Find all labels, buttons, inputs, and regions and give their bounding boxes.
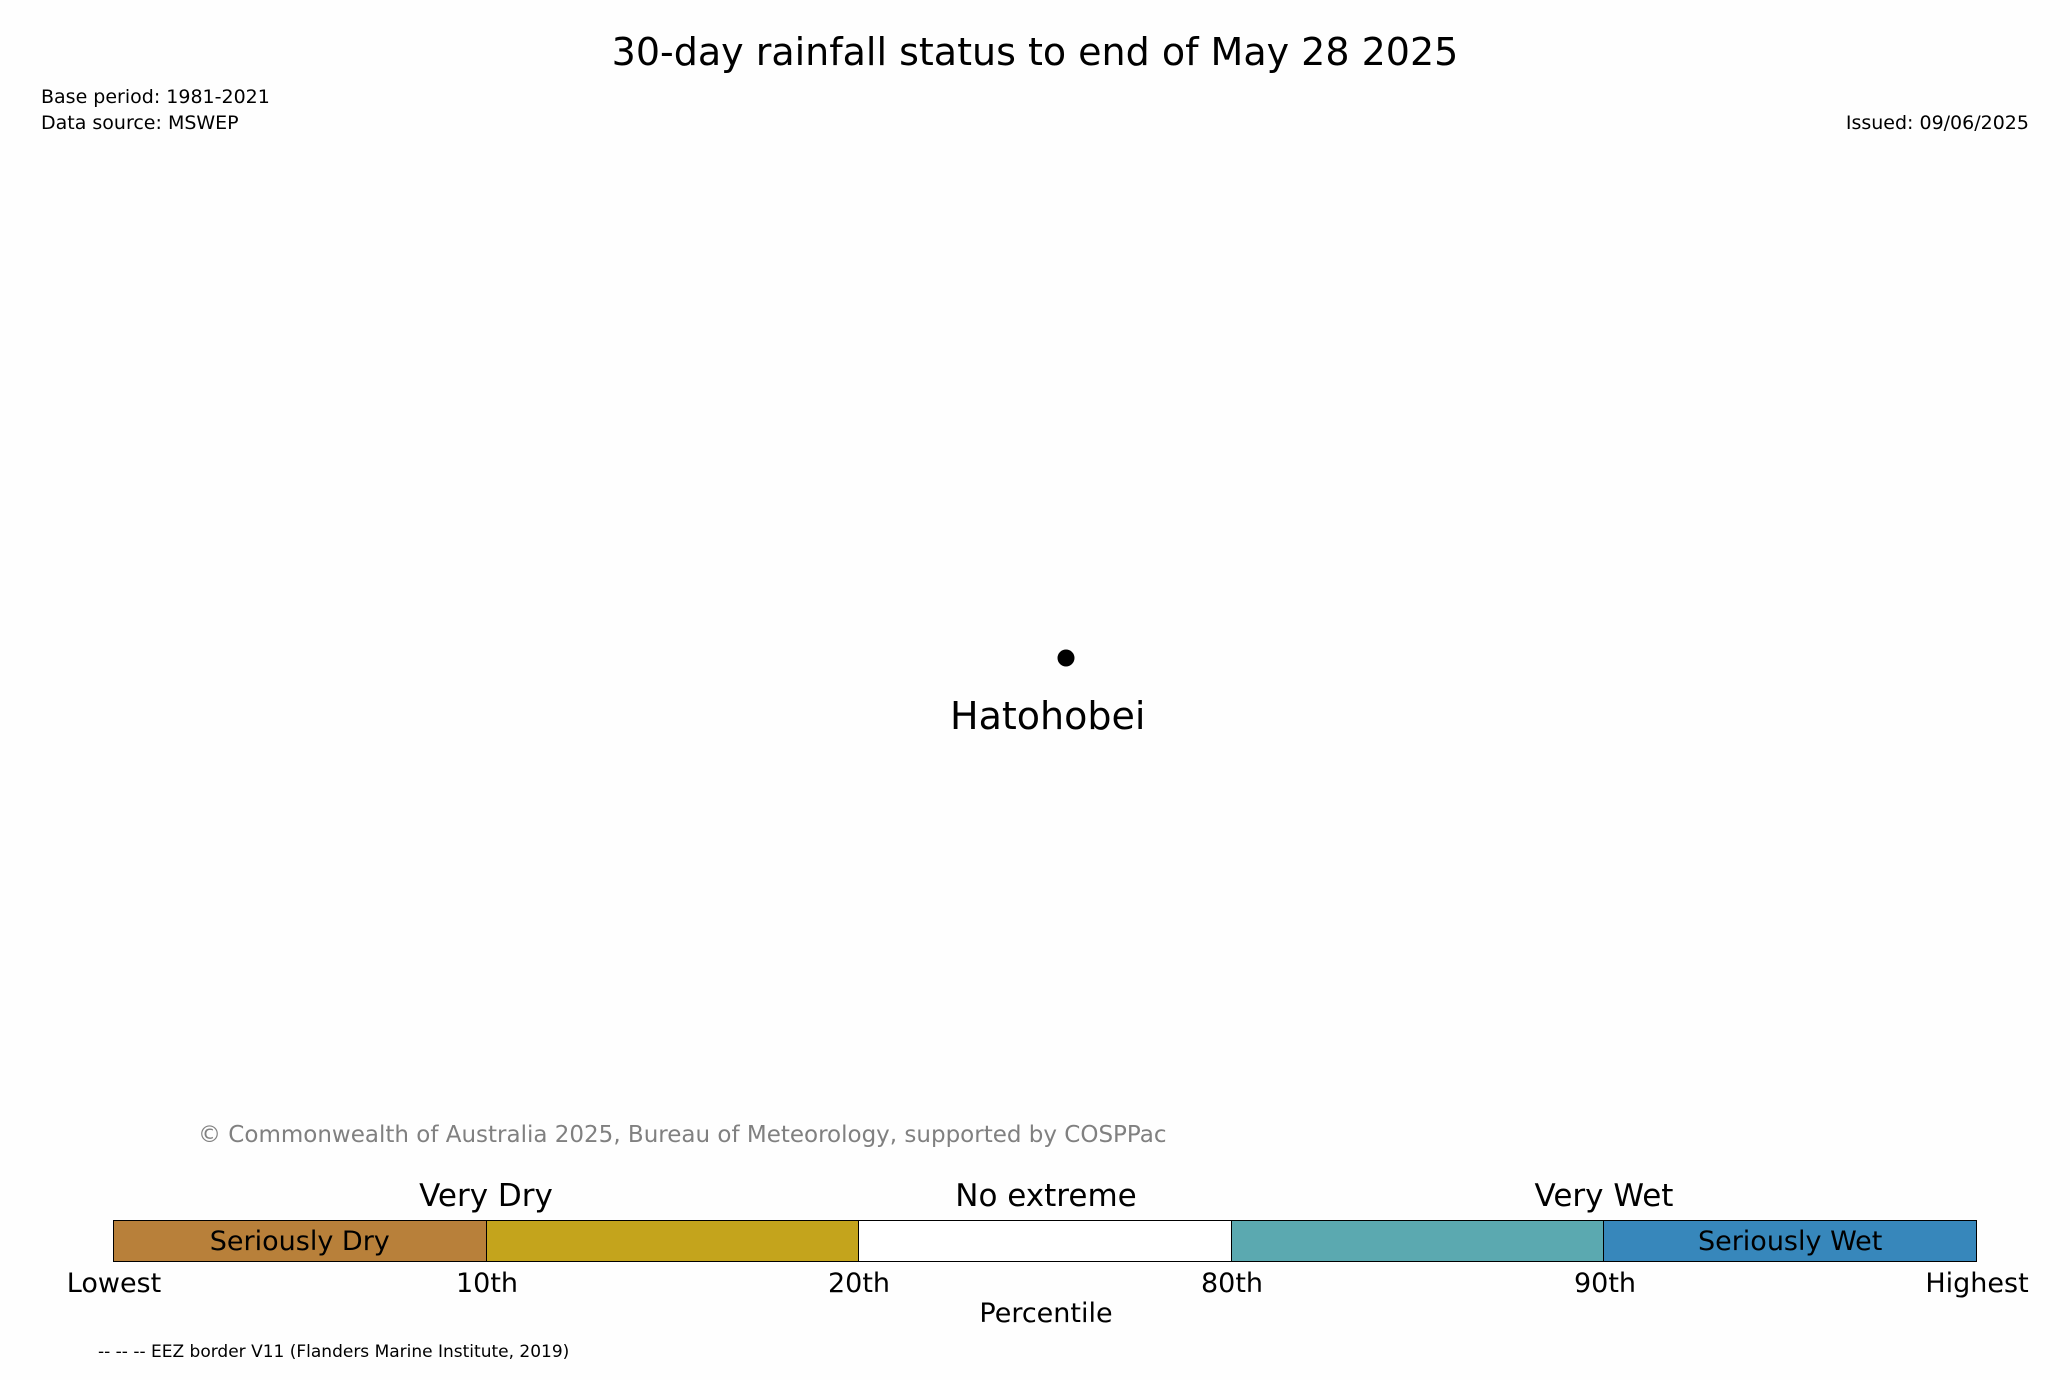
map-area: [1057, 649, 1075, 667]
issued-date-text: Issued: 09/06/2025: [1845, 112, 2029, 134]
legend-segment-seriously-wet: Seriously Wet: [1603, 1221, 1976, 1261]
map-title: 30-day rainfall status to end of May 28 …: [611, 30, 1459, 74]
base-period-text: Base period: 1981-2021: [41, 86, 270, 108]
copyright-text: © Commonwealth of Australia 2025, Bureau…: [198, 1122, 1167, 1148]
legend-segment-no-extreme: [858, 1221, 1231, 1261]
place-label-hatohobei: Hatohobei: [950, 694, 1146, 738]
legend-group-no-extreme: No extreme: [955, 1178, 1137, 1214]
legend-tick-10th: 10th: [455, 1268, 519, 1299]
legend-axis-title: Percentile: [979, 1298, 1113, 1329]
hatohobei-marker: [1057, 649, 1075, 667]
legend-tick-lowest: Lowest: [66, 1268, 162, 1299]
legend-segment-very-wet: [1230, 1221, 1604, 1261]
legend-colorbar: Seriously Dry Seriously Wet: [113, 1220, 1977, 1262]
legend-tick-highest: Highest: [1925, 1268, 2029, 1299]
legend-segment-seriously-dry: Seriously Dry: [114, 1221, 486, 1261]
legend-segment-very-dry: [485, 1221, 859, 1261]
legend-tick-90th: 90th: [1573, 1268, 1637, 1299]
legend-group-very-wet: Very Wet: [1534, 1178, 1674, 1214]
eez-border-footnote: -- -- -- EEZ border V11 (Flanders Marine…: [98, 1342, 570, 1362]
legend-group-very-dry: Very Dry: [419, 1178, 553, 1214]
legend-tick-20th: 20th: [827, 1268, 891, 1299]
data-source-text: Data source: MSWEP: [41, 112, 239, 134]
legend-tick-80th: 80th: [1200, 1268, 1264, 1299]
